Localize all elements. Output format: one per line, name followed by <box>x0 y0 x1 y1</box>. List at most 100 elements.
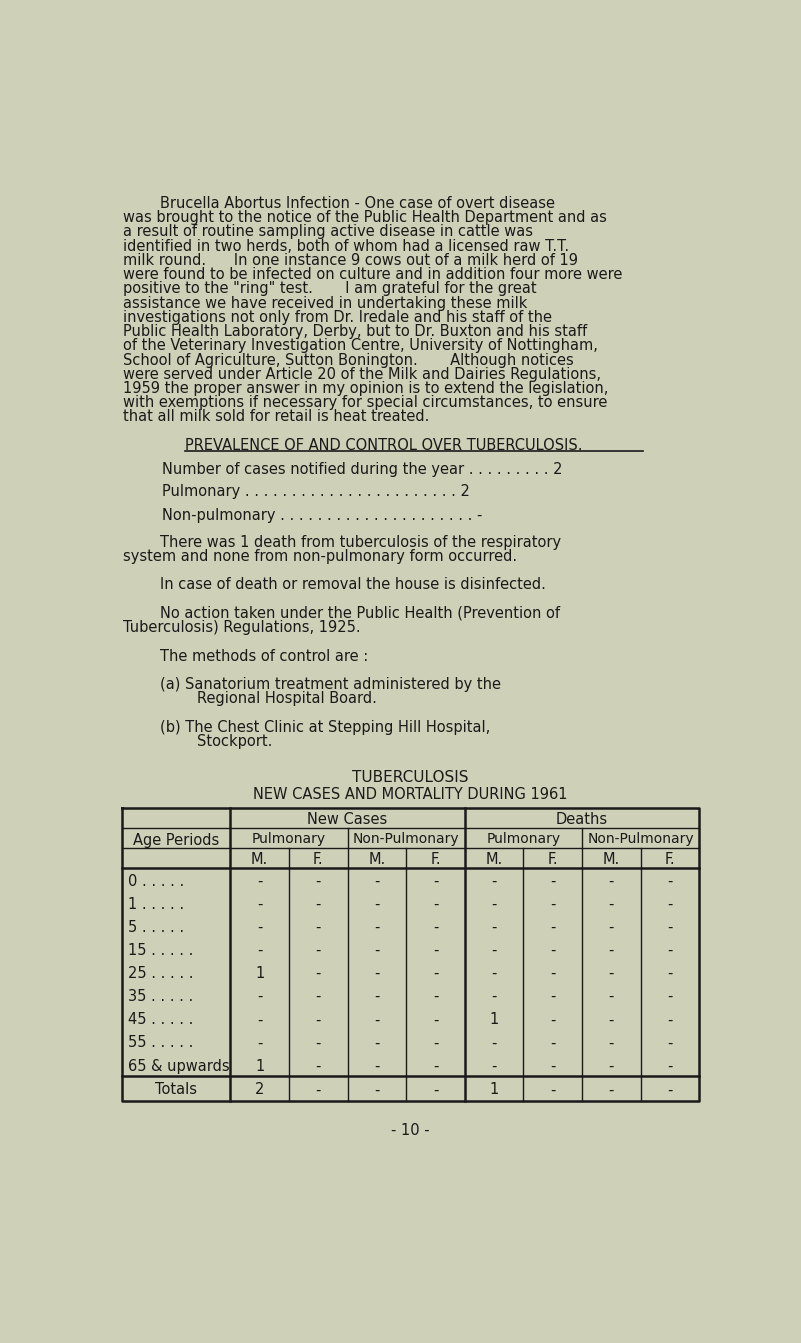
Text: Stockport.: Stockport. <box>123 735 273 749</box>
Text: Age Periods: Age Periods <box>133 833 219 847</box>
Text: -: - <box>609 966 614 982</box>
Text: -: - <box>491 943 497 958</box>
Text: -: - <box>433 874 438 889</box>
Text: In case of death or removal the house is disinfected.: In case of death or removal the house is… <box>123 577 546 592</box>
Text: of the Veterinary Investigation Centre, University of Nottingham,: of the Veterinary Investigation Centre, … <box>123 338 598 353</box>
Text: was brought to the notice of the Public Health Department and as: was brought to the notice of the Public … <box>123 210 607 226</box>
Text: -: - <box>316 966 321 982</box>
Text: -: - <box>667 990 673 1005</box>
Text: -: - <box>491 990 497 1005</box>
Text: -: - <box>667 943 673 958</box>
Text: -: - <box>491 1058 497 1073</box>
Text: -: - <box>374 1013 380 1027</box>
Text: identified in two herds, both of whom had a licensed raw T.T.: identified in two herds, both of whom ha… <box>123 239 570 254</box>
Text: Deaths: Deaths <box>556 813 608 827</box>
Text: assistance we have received in undertaking these milk: assistance we have received in undertaki… <box>123 295 528 310</box>
Text: School of Agriculture, Sutton Bonington.       Although notices: School of Agriculture, Sutton Bonington.… <box>123 352 574 368</box>
Text: There was 1 death from tuberculosis of the respiratory: There was 1 death from tuberculosis of t… <box>123 535 562 549</box>
Text: -: - <box>491 874 497 889</box>
Text: - 10 -: - 10 - <box>391 1123 429 1138</box>
Text: PREVALENCE OF AND CONTROL OVER TUBERCULOSIS.: PREVALENCE OF AND CONTROL OVER TUBERCULO… <box>185 438 583 453</box>
Text: New Cases: New Cases <box>308 813 388 827</box>
Text: -: - <box>316 943 321 958</box>
Text: -: - <box>374 990 380 1005</box>
Text: -: - <box>316 1058 321 1073</box>
Text: 1: 1 <box>489 1082 499 1097</box>
Text: -: - <box>316 1035 321 1050</box>
Text: -: - <box>316 920 321 935</box>
Text: -: - <box>609 874 614 889</box>
Text: 1: 1 <box>255 1058 264 1073</box>
Text: M.: M. <box>251 853 268 868</box>
Text: -: - <box>374 874 380 889</box>
Text: 25 . . . . .: 25 . . . . . <box>128 966 194 982</box>
Text: Pulmonary: Pulmonary <box>486 833 561 846</box>
Text: -: - <box>667 1035 673 1050</box>
Text: -: - <box>433 966 438 982</box>
Text: -: - <box>609 1013 614 1027</box>
Text: -: - <box>550 1082 555 1097</box>
Text: M.: M. <box>602 853 620 868</box>
Text: -: - <box>316 1082 321 1097</box>
Text: were found to be infected on culture and in addition four more were: were found to be infected on culture and… <box>123 267 622 282</box>
Text: -: - <box>374 943 380 958</box>
Text: -: - <box>433 920 438 935</box>
Text: Brucella Abortus Infection - One case of overt disease: Brucella Abortus Infection - One case of… <box>123 196 555 211</box>
Text: milk round.      In one instance 9 cows out of a milk herd of 19: milk round. In one instance 9 cows out o… <box>123 252 578 267</box>
Text: Non-pulmonary . . . . . . . . . . . . . . . . . . . . . -: Non-pulmonary . . . . . . . . . . . . . … <box>162 509 482 524</box>
Text: -: - <box>550 897 555 912</box>
Text: a result of routine sampling active disease in cattle was: a result of routine sampling active dise… <box>123 224 533 239</box>
Text: 1959 the proper answer in my opinion is to extend the legislation,: 1959 the proper answer in my opinion is … <box>123 381 609 396</box>
Text: -: - <box>609 1035 614 1050</box>
Text: -: - <box>667 920 673 935</box>
Text: -: - <box>491 897 497 912</box>
Text: were served under Article 20 of the Milk and Dairies Regulations,: were served under Article 20 of the Milk… <box>123 367 602 381</box>
Text: -: - <box>433 1058 438 1073</box>
Text: Public Health Laboratory, Derby, but to Dr. Buxton and his staff: Public Health Laboratory, Derby, but to … <box>123 324 587 338</box>
Text: -: - <box>257 897 262 912</box>
Text: 1: 1 <box>489 1013 499 1027</box>
Text: 55 . . . . .: 55 . . . . . <box>128 1035 193 1050</box>
Text: that all milk sold for retail is heat treated.: that all milk sold for retail is heat tr… <box>123 410 430 424</box>
Text: Totals: Totals <box>155 1082 197 1097</box>
Text: -: - <box>667 1058 673 1073</box>
Text: -: - <box>316 874 321 889</box>
Text: Pulmonary: Pulmonary <box>252 833 326 846</box>
Text: 15 . . . . .: 15 . . . . . <box>128 943 193 958</box>
Text: -: - <box>433 897 438 912</box>
Text: No action taken under the Public Health (Prevention of: No action taken under the Public Health … <box>123 606 561 620</box>
Text: F.: F. <box>547 853 558 868</box>
Text: Number of cases notified during the year . . . . . . . . . 2: Number of cases notified during the year… <box>162 462 562 477</box>
Text: -: - <box>491 966 497 982</box>
Text: TUBERCULOSIS: TUBERCULOSIS <box>352 770 469 784</box>
Text: system and none from non-pulmonary form occurred.: system and none from non-pulmonary form … <box>123 549 517 564</box>
Text: M.: M. <box>368 853 385 868</box>
Text: -: - <box>667 897 673 912</box>
Text: 1 . . . . .: 1 . . . . . <box>128 897 184 912</box>
Text: Non-Pulmonary: Non-Pulmonary <box>353 833 460 846</box>
Text: -: - <box>257 1035 262 1050</box>
Text: 1: 1 <box>255 966 264 982</box>
Text: 0 . . . . .: 0 . . . . . <box>128 874 184 889</box>
Text: -: - <box>257 874 262 889</box>
Text: Pulmonary . . . . . . . . . . . . . . . . . . . . . . . 2: Pulmonary . . . . . . . . . . . . . . . … <box>162 483 470 498</box>
Text: 45 . . . . .: 45 . . . . . <box>128 1013 193 1027</box>
Text: -: - <box>374 1082 380 1097</box>
Text: -: - <box>257 920 262 935</box>
Text: -: - <box>433 1013 438 1027</box>
Text: (a) Sanatorium treatment administered by the: (a) Sanatorium treatment administered by… <box>123 677 501 692</box>
Text: -: - <box>491 920 497 935</box>
Text: 5 . . . . .: 5 . . . . . <box>128 920 184 935</box>
Text: M.: M. <box>485 853 503 868</box>
Text: -: - <box>433 1082 438 1097</box>
Text: -: - <box>609 920 614 935</box>
Text: -: - <box>550 874 555 889</box>
Text: positive to the "ring" test.       I am grateful for the great: positive to the "ring" test. I am gratef… <box>123 281 537 297</box>
Text: Regional Hospital Board.: Regional Hospital Board. <box>123 692 377 706</box>
Text: 2: 2 <box>255 1082 264 1097</box>
Text: investigations not only from Dr. Iredale and his staff of the: investigations not only from Dr. Iredale… <box>123 310 553 325</box>
Text: -: - <box>433 990 438 1005</box>
Text: -: - <box>550 1013 555 1027</box>
Text: -: - <box>257 943 262 958</box>
Text: -: - <box>374 966 380 982</box>
